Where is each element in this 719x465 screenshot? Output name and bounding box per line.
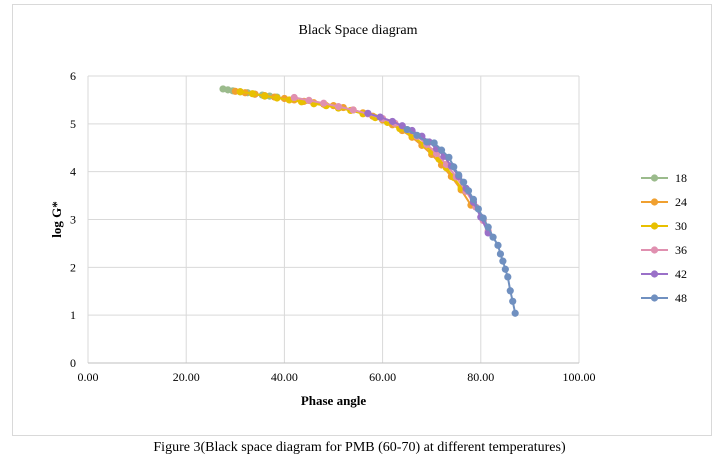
x-tick-label: 100.00 [563, 370, 596, 384]
legend-label: 48 [675, 291, 687, 305]
data-point-48 [445, 153, 453, 161]
data-point-48 [511, 309, 519, 317]
data-point-48 [474, 205, 482, 213]
data-point-48 [501, 265, 509, 273]
series-42 [364, 109, 492, 237]
data-point-48 [504, 273, 512, 281]
data-point-48 [469, 195, 478, 204]
data-point-30 [261, 92, 269, 100]
series-line-36 [294, 96, 490, 232]
x-tick-label: 80.00 [467, 370, 494, 384]
data-point-48 [494, 241, 502, 249]
legend: 18 24 30 36 42 48 [641, 171, 687, 305]
legend-swatch-marker [650, 246, 659, 254]
legend-label: 18 [675, 171, 687, 185]
legend-label: 24 [675, 195, 687, 209]
y-tick-labels: 0 1 2 3 4 5 6 [70, 69, 76, 370]
y-tick-label: 2 [70, 260, 76, 274]
legend-item-48: 48 [641, 291, 687, 305]
legend-swatch-marker [650, 198, 659, 206]
data-point-48 [450, 163, 458, 171]
series-line-42 [367, 112, 490, 234]
data-point-36 [349, 106, 357, 114]
data-point-30 [248, 90, 257, 98]
data-point-48 [430, 139, 438, 147]
x-tick-labels: 0.00 20.00 40.00 60.00 80.00 100.00 [78, 370, 596, 384]
data-point-48 [455, 171, 463, 179]
y-tick-label: 6 [70, 69, 76, 83]
y-tick-label: 3 [70, 213, 76, 227]
data-point-36 [334, 103, 343, 111]
legend-item-36: 36 [641, 243, 687, 257]
figure-caption: Figure 3(Black space diagram for PMB (60… [153, 440, 566, 455]
data-point-48 [506, 287, 514, 295]
data-point-48 [460, 178, 468, 186]
y-tick-label: 0 [70, 356, 76, 370]
x-tick-label: 40.00 [271, 370, 298, 384]
data-point-48 [496, 250, 505, 258]
series-layer [219, 85, 519, 317]
data-point-48 [423, 138, 431, 146]
chart-frame: Black Space diagram Phase angle log G* 0… [12, 4, 712, 436]
chart-title: Black Space diagram [299, 23, 418, 38]
series-48 [403, 125, 519, 317]
data-point-48 [499, 257, 507, 265]
x-axis-title: Phase angle [301, 393, 367, 408]
data-point-36 [320, 99, 328, 107]
x-tick-label: 0.00 [78, 370, 99, 384]
data-point-48 [489, 233, 497, 241]
legend-item-30: 30 [641, 219, 687, 233]
legend-label: 42 [675, 267, 687, 281]
data-point-48 [413, 131, 421, 139]
data-point-30 [273, 94, 281, 102]
data-point-36 [305, 96, 313, 104]
legend-swatch-marker [650, 222, 659, 230]
legend-swatch-marker [650, 270, 659, 278]
x-tick-label: 60.00 [369, 370, 396, 384]
y-tick-label: 4 [70, 165, 76, 179]
legend-label: 36 [675, 243, 687, 257]
legend-item-42: 42 [641, 267, 687, 281]
data-point-30 [236, 88, 244, 96]
data-point-48 [484, 223, 492, 231]
data-point-42 [364, 109, 372, 117]
data-point-48 [437, 146, 446, 154]
data-point-48 [403, 125, 411, 134]
data-point-48 [479, 214, 487, 222]
chart-svg: Black Space diagram Phase angle log G* 0… [49, 23, 687, 408]
legend-item-24: 24 [641, 195, 687, 209]
data-point-42 [398, 122, 406, 130]
y-tick-label: 5 [70, 117, 76, 131]
data-point-48 [509, 297, 517, 305]
series-36 [290, 93, 492, 235]
gridlines [87, 75, 580, 364]
data-point-48 [464, 187, 473, 195]
legend-item-18: 18 [641, 171, 687, 185]
y-axis-title: log G* [49, 201, 64, 237]
legend-label: 30 [675, 219, 687, 233]
data-point-42 [388, 117, 397, 126]
y-tick-label: 1 [70, 308, 76, 322]
data-point-36 [290, 93, 298, 102]
data-point-42 [376, 113, 384, 121]
legend-swatch-marker [650, 174, 659, 182]
legend-swatch-marker [650, 294, 659, 302]
x-tick-label: 20.00 [173, 370, 200, 384]
series-line-48 [406, 128, 517, 314]
